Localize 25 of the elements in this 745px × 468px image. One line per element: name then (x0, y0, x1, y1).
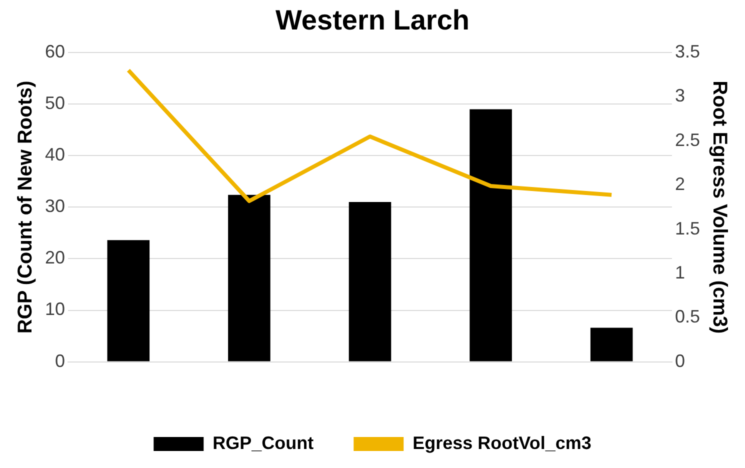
bar (590, 328, 633, 362)
y-tick-label: 60 (44, 42, 66, 62)
y2-tick-label: 1.5 (674, 218, 700, 238)
y-tick-label: 20 (44, 248, 66, 268)
y-tick-label: 10 (44, 299, 66, 320)
bar (348, 202, 392, 362)
y2-tick-label: 1 (674, 262, 685, 282)
y-tick-label: 0 (55, 350, 66, 371)
legend-label: RGP_Count (212, 432, 314, 453)
chart-title: Western Larch (276, 4, 470, 36)
legend-label: Egress RootVol_cm3 (412, 432, 592, 453)
y2-axis-title: Root Egress Volume (cm3) (708, 80, 730, 334)
y2-tick-label: 2.5 (674, 130, 700, 150)
y2-tick-label: 0.5 (674, 306, 700, 327)
y-tick-label: 30 (44, 196, 66, 216)
y-axis-title: RGP (Count of New Roots) (14, 80, 37, 334)
y2-tick-label: 3 (674, 86, 685, 106)
bar (107, 240, 150, 362)
y2-tick-label: 2 (674, 174, 685, 194)
bar (228, 194, 270, 362)
bar (470, 109, 512, 362)
y-tick-label: 50 (44, 93, 66, 114)
y2-tick-label: 0 (674, 350, 685, 371)
y-tick-label: 40 (44, 144, 66, 165)
y2-tick-label: 3.5 (674, 42, 700, 62)
